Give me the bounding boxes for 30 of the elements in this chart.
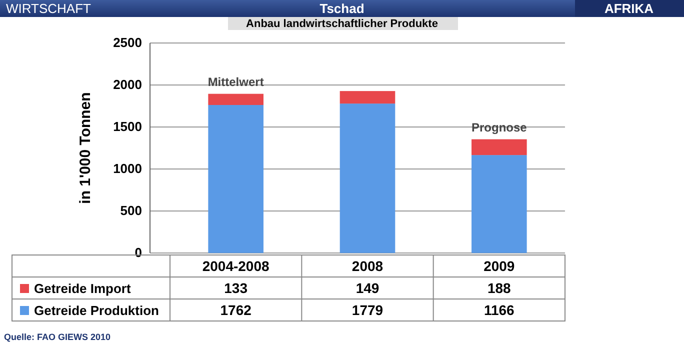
text: WIRTSCHAFT <box>6 1 92 16</box>
y-tick-label: 1000 <box>113 161 142 176</box>
data-label: 1779 <box>352 302 384 318</box>
source-note: Quelle: FAO GIEWS 2010 <box>4 332 111 342</box>
chart-subtitle: Anbau landwirtschaftlicher Produkte <box>246 18 438 30</box>
bar <box>208 104 264 253</box>
data-label: 1166 <box>484 302 515 318</box>
y-tick-label: 2000 <box>113 77 142 92</box>
data-label: 149 <box>356 280 380 296</box>
annotation: Prognose <box>471 120 528 134</box>
chart-title: Tschad <box>320 1 364 16</box>
legend-label: Getreide Produktion <box>34 303 160 318</box>
text: AFRIKA <box>604 1 654 16</box>
bar <box>472 139 527 156</box>
y-tick-label: 1500 <box>113 119 142 134</box>
annotation: Mittelwert <box>208 74 264 89</box>
data-label: 188 <box>487 280 512 296</box>
bar <box>208 94 264 105</box>
legend-label: Getreide Import <box>34 281 132 296</box>
bar <box>340 91 396 104</box>
x-tick-label: 2008 <box>352 258 384 274</box>
x-tick-label: 2009 <box>484 258 515 274</box>
bar <box>340 104 396 253</box>
data-label: 1762 <box>220 302 252 318</box>
x-tick-label: 2004-2008 <box>202 258 270 274</box>
bar <box>472 155 527 253</box>
y-tick-label: 500 <box>120 203 142 218</box>
y-tick-label: 2500 <box>113 35 142 50</box>
data-label: 133 <box>224 280 248 296</box>
y-axis-title: in 1'000 Tonnen <box>77 92 94 204</box>
